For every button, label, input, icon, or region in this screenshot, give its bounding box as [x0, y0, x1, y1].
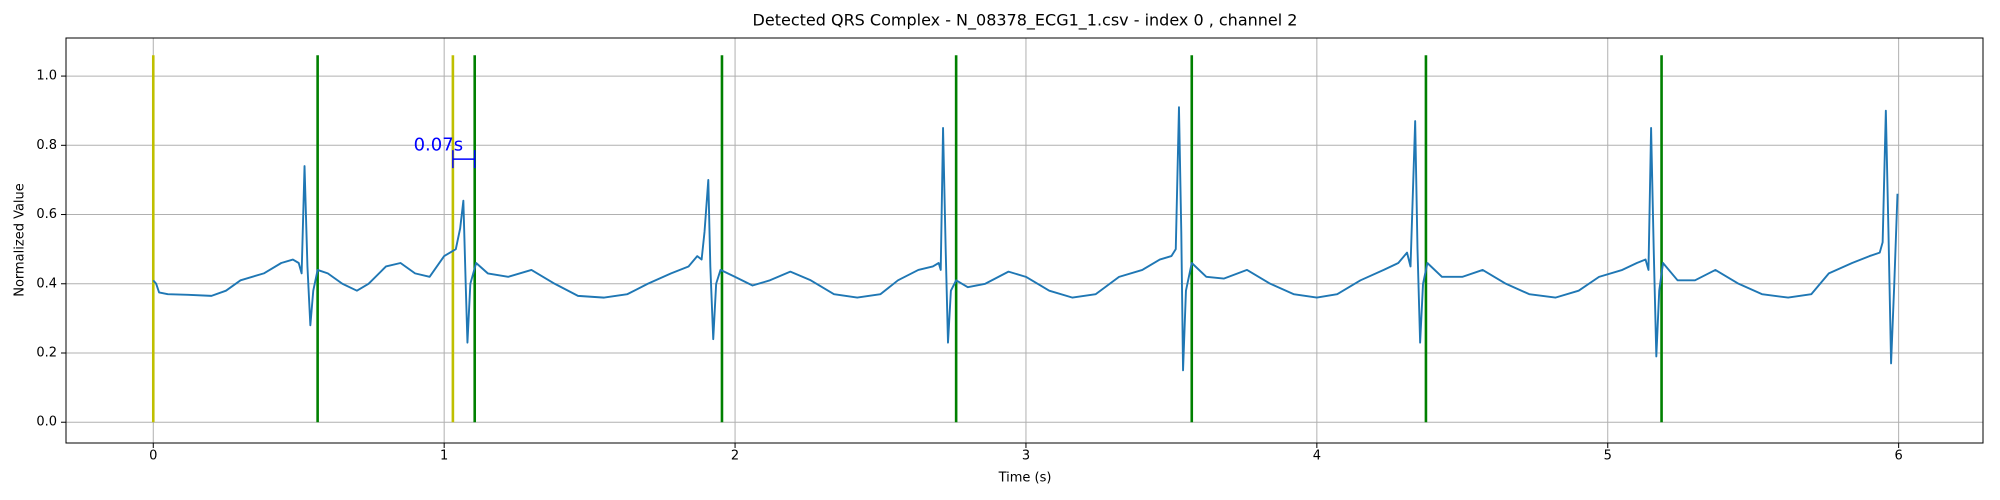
y-tick-label: 0.8	[36, 138, 57, 153]
x-tick-label: 6	[1894, 449, 1902, 464]
y-tick-label: 0.4	[36, 276, 57, 291]
x-tick-label: 0	[149, 449, 157, 464]
annotation-text: 0.07s	[414, 134, 463, 155]
x-tick-label: 3	[1022, 449, 1030, 464]
y-tick-label: 0.0	[36, 415, 57, 430]
x-tick-label: 4	[1313, 449, 1321, 464]
y-tick-label: 0.2	[36, 346, 57, 361]
x-tick-label: 2	[731, 449, 739, 464]
y-axis-label: Normalized Value	[13, 183, 28, 297]
plot-frame	[65, 37, 1984, 444]
ecg-line	[152, 106, 1899, 372]
x-tick-label: 1	[440, 449, 448, 464]
x-tick-label: 5	[1604, 449, 1612, 464]
chart-title: Detected QRS Complex - N_08378_ECG1_1.cs…	[753, 11, 1298, 31]
y-tick-label: 0.6	[36, 207, 57, 222]
x-axis-label: Time (s)	[998, 471, 1052, 486]
y-tick-label: 1.0	[36, 69, 57, 84]
